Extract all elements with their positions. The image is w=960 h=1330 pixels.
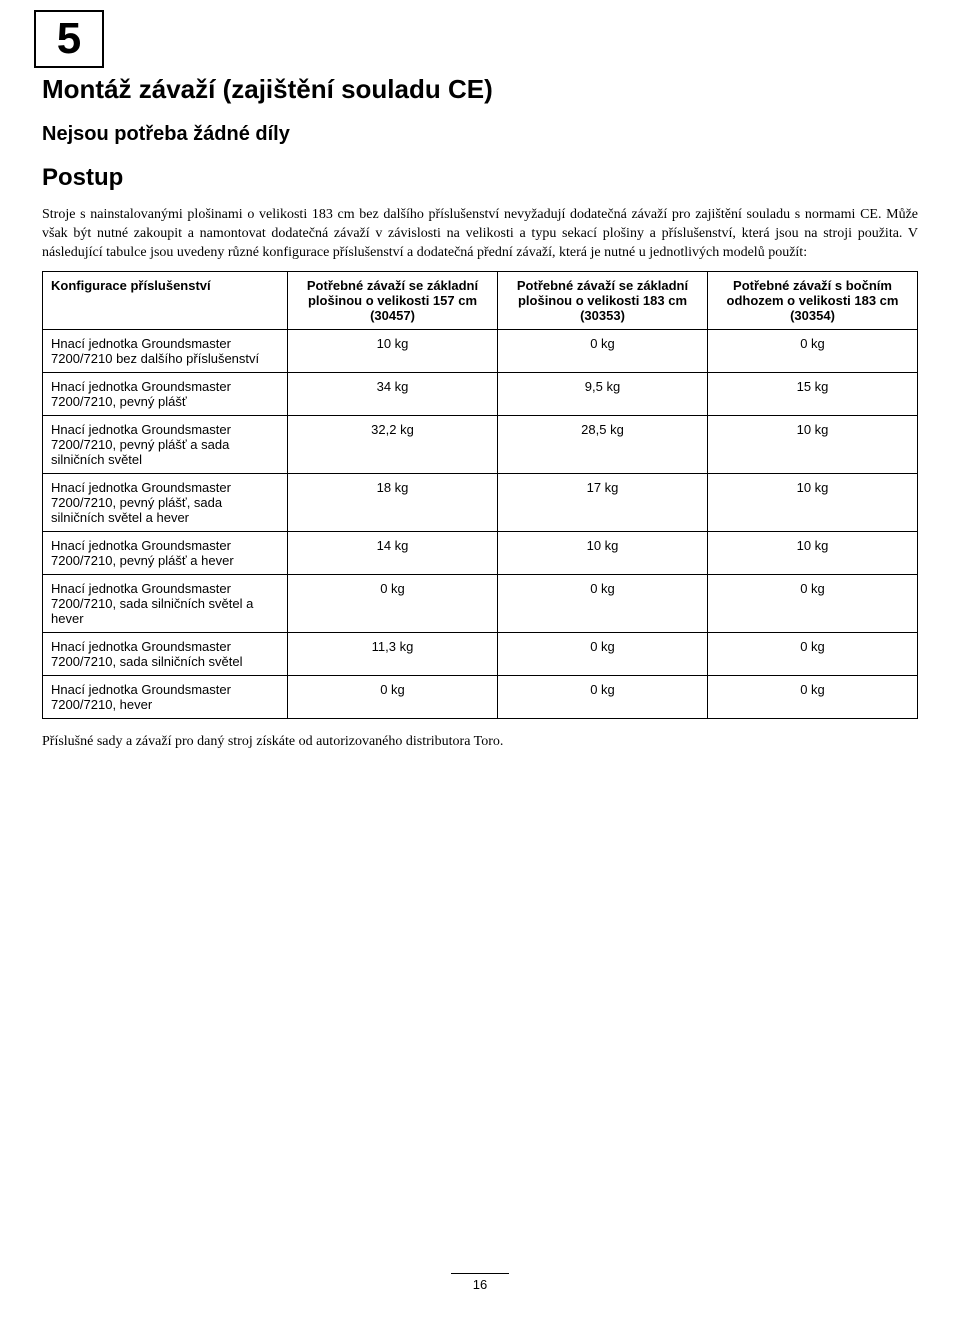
table-cell: 0 kg xyxy=(708,574,918,632)
table-cell: 0 kg xyxy=(498,632,708,675)
postup-heading: Postup xyxy=(42,164,918,192)
table-header-row: Konfigurace příslušenství Potřebné závaž… xyxy=(43,271,918,329)
table-cell: Hnací jednotka Groundsmaster 7200/7210, … xyxy=(43,574,288,632)
table-cell: 0 kg xyxy=(498,329,708,372)
page-number: 16 xyxy=(451,1273,509,1292)
table-header: Konfigurace příslušenství xyxy=(43,271,288,329)
table-cell: 0 kg xyxy=(708,632,918,675)
table-cell: Hnací jednotka Groundsmaster 7200/7210, … xyxy=(43,675,288,718)
table-cell: Hnací jednotka Groundsmaster 7200/7210, … xyxy=(43,372,288,415)
table-row: Hnací jednotka Groundsmaster 7200/7210, … xyxy=(43,415,918,473)
table-row: Hnací jednotka Groundsmaster 7200/7210, … xyxy=(43,574,918,632)
table-cell: 18 kg xyxy=(288,473,498,531)
table-cell: Hnací jednotka Groundsmaster 7200/7210 b… xyxy=(43,329,288,372)
table-cell: Hnací jednotka Groundsmaster 7200/7210, … xyxy=(43,473,288,531)
table-row: Hnací jednotka Groundsmaster 7200/7210, … xyxy=(43,531,918,574)
step-number-box: 5 xyxy=(34,10,104,68)
table-row: Hnací jednotka Groundsmaster 7200/7210, … xyxy=(43,372,918,415)
table-row: Hnací jednotka Groundsmaster 7200/7210, … xyxy=(43,675,918,718)
table-cell: 10 kg xyxy=(498,531,708,574)
table-cell: 10 kg xyxy=(288,329,498,372)
table-cell: 0 kg xyxy=(288,574,498,632)
table-header: Potřebné závaží se základní plošinou o v… xyxy=(288,271,498,329)
table-cell: 9,5 kg xyxy=(498,372,708,415)
table-cell: Hnací jednotka Groundsmaster 7200/7210, … xyxy=(43,632,288,675)
table-cell: 0 kg xyxy=(498,574,708,632)
step-number: 5 xyxy=(57,14,81,64)
page-title: Montáž závaží (zajištění souladu CE) xyxy=(42,74,918,105)
table-cell: Hnací jednotka Groundsmaster 7200/7210, … xyxy=(43,531,288,574)
table-cell: Hnací jednotka Groundsmaster 7200/7210, … xyxy=(43,415,288,473)
weight-table: Konfigurace příslušenství Potřebné závaž… xyxy=(42,271,918,719)
table-cell: 34 kg xyxy=(288,372,498,415)
table-cell: 0 kg xyxy=(498,675,708,718)
table-cell: 32,2 kg xyxy=(288,415,498,473)
table-header: Potřebné závaží s bočním odhozem o velik… xyxy=(708,271,918,329)
table-cell: 14 kg xyxy=(288,531,498,574)
closing-paragraph: Příslušné sady a závaží pro daný stroj z… xyxy=(42,733,918,752)
table-cell: 10 kg xyxy=(708,531,918,574)
no-parts-heading: Nejsou potřeba žádné díly xyxy=(42,123,918,146)
table-cell: 11,3 kg xyxy=(288,632,498,675)
table-cell: 10 kg xyxy=(708,473,918,531)
page-number-footer: 16 xyxy=(42,1273,918,1292)
table-row: Hnací jednotka Groundsmaster 7200/7210 b… xyxy=(43,329,918,372)
table-header: Potřebné závaží se základní plošinou o v… xyxy=(498,271,708,329)
intro-paragraph: Stroje s nainstalovanými plošinami o vel… xyxy=(42,206,918,263)
table-cell: 15 kg xyxy=(708,372,918,415)
table-row: Hnací jednotka Groundsmaster 7200/7210, … xyxy=(43,473,918,531)
table-row: Hnací jednotka Groundsmaster 7200/7210, … xyxy=(43,632,918,675)
table-cell: 0 kg xyxy=(708,329,918,372)
table-cell: 17 kg xyxy=(498,473,708,531)
table-cell: 0 kg xyxy=(288,675,498,718)
table-cell: 0 kg xyxy=(708,675,918,718)
table-cell: 28,5 kg xyxy=(498,415,708,473)
table-cell: 10 kg xyxy=(708,415,918,473)
